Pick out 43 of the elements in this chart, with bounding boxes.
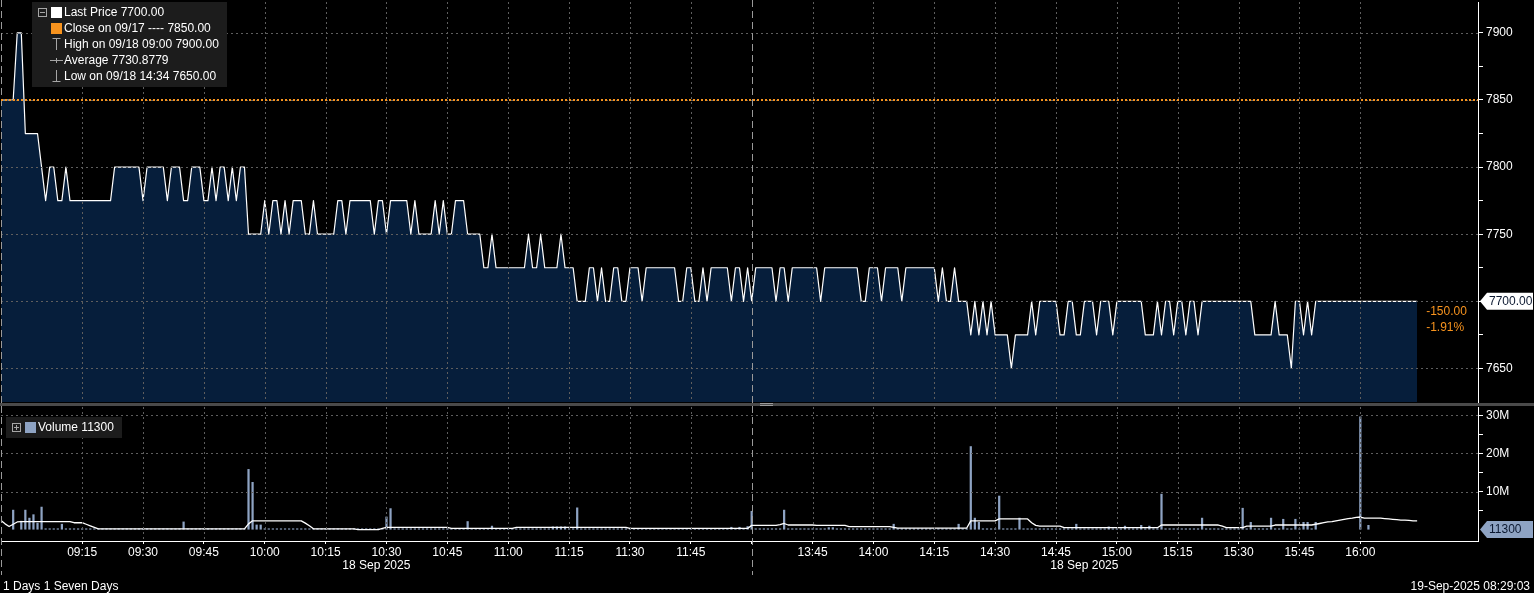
x-tick-label: 16:00 — [1345, 544, 1376, 559]
x-tick-label: 09:15 — [67, 544, 98, 559]
y-tick-label: 7800 — [1486, 159, 1514, 174]
text: 7700.00 — [1489, 294, 1533, 309]
y-tick-label: 7850 — [1486, 92, 1514, 107]
x-tick-label: 14:15 — [919, 544, 950, 559]
x-tick-label: 14:00 — [858, 544, 889, 559]
x-tick-label: 11:15 — [554, 544, 584, 559]
text: 18 Sep 2025 — [342, 558, 411, 573]
annotation: Average 7730.8779 — [64, 52, 169, 68]
legend-label: Last Price 7700.00 — [64, 4, 165, 20]
x-tick-label: 14:30 — [980, 544, 1011, 559]
x-tick-label: 15:15 — [1162, 544, 1194, 559]
text: 19-Sep-2025 08:29:03 — [1410, 579, 1530, 593]
annotation: -150.00 — [1426, 303, 1468, 318]
y-tick-label: 10M — [1486, 483, 1510, 498]
x-tick-label: 11:30 — [615, 544, 645, 559]
x-tick-label: 15:45 — [1284, 544, 1315, 559]
x-tick-label: 15:30 — [1223, 544, 1254, 559]
legend-label: Volume 11300 — [38, 419, 114, 435]
annotation: Low on 09/18 14:34 7650.00 — [64, 68, 217, 84]
x-tick-label: 09:30 — [128, 544, 159, 559]
text: 11300 — [1489, 522, 1522, 537]
x-tick-label: 14:45 — [1040, 544, 1072, 559]
x-tick-label: 15:00 — [1101, 544, 1133, 559]
x-tick-label: 10:00 — [249, 544, 281, 559]
x-tick-label: 13:45 — [797, 544, 828, 559]
y-tick-label: 7750 — [1486, 226, 1514, 241]
y-tick-label: 30M — [1486, 407, 1510, 422]
x-tick-label: 10:30 — [371, 544, 402, 559]
text: 1 Days 1 Seven Days — [3, 579, 119, 593]
x-tick-label: 10:15 — [310, 544, 341, 559]
x-tick-label: 11:45 — [676, 544, 706, 559]
y-tick-label: 7650 — [1486, 360, 1514, 375]
x-tick-label: 11:00 — [493, 544, 524, 559]
y-tick-label: 7900 — [1486, 25, 1514, 40]
annotation: -1.91% — [1426, 319, 1465, 334]
legend-label: Close on 09/17 ---- 7850.00 — [64, 20, 211, 36]
text: 18 Sep 2025 — [1050, 558, 1119, 573]
x-tick-label: 09:45 — [188, 544, 220, 559]
annotation: High on 09/18 09:00 7900.00 — [64, 36, 219, 52]
y-tick-label: 20M — [1486, 445, 1510, 460]
x-tick-label: 10:45 — [432, 544, 463, 559]
